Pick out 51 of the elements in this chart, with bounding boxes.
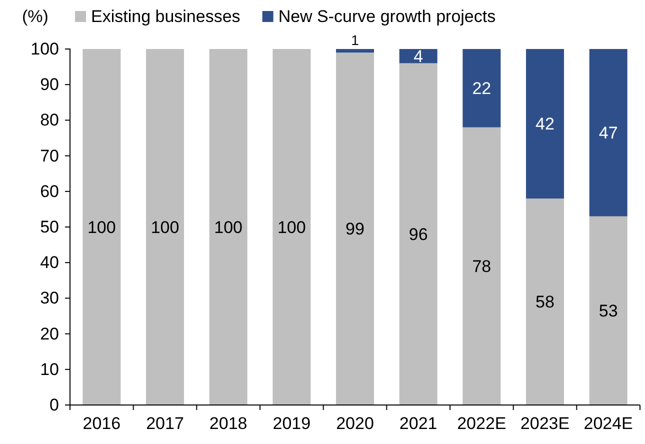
data-label: 47 bbox=[598, 124, 618, 143]
y-tick-label: 30 bbox=[40, 288, 59, 308]
y-tick-label: 60 bbox=[40, 182, 59, 201]
data-label: 96 bbox=[408, 225, 428, 244]
bar bbox=[462, 49, 501, 128]
data-label: 99 bbox=[346, 220, 364, 239]
data-label: 100 bbox=[87, 218, 116, 237]
data-label: 100 bbox=[214, 218, 243, 237]
bar bbox=[462, 127, 501, 405]
y-tick-label: 80 bbox=[40, 110, 59, 130]
bar bbox=[272, 49, 311, 405]
bar bbox=[526, 49, 564, 199]
legend-label: New S-curve growth projects bbox=[278, 7, 496, 26]
y-tick-label: 90 bbox=[40, 75, 59, 94]
y-tick-label: 10 bbox=[40, 360, 59, 379]
data-label: 1 bbox=[351, 32, 360, 48]
y-tick-label: 40 bbox=[40, 253, 59, 272]
x-tick-label: 2016 bbox=[82, 414, 121, 433]
data-label: 22 bbox=[472, 79, 492, 98]
bar bbox=[146, 49, 184, 405]
x-tick-label: 2023E bbox=[520, 414, 570, 433]
y-tick-label: 0 bbox=[50, 395, 59, 414]
x-tick-label: 2019 bbox=[272, 414, 311, 433]
x-tick-label: 2017 bbox=[146, 414, 184, 433]
data-label: 4 bbox=[414, 47, 424, 66]
x-tick-label: 2018 bbox=[209, 414, 248, 433]
y-tick-label: 50 bbox=[40, 217, 59, 236]
bar bbox=[589, 49, 628, 216]
bar bbox=[336, 52, 374, 405]
y-tick-label: 20 bbox=[40, 324, 59, 344]
x-tick-label: 2024E bbox=[584, 414, 633, 433]
bar bbox=[526, 198, 564, 405]
bar bbox=[82, 49, 121, 405]
bar bbox=[399, 49, 438, 64]
data-label: 53 bbox=[598, 302, 618, 321]
bar bbox=[336, 49, 374, 53]
y-tick-label: 100 bbox=[30, 39, 59, 58]
y-axis-title: (%) bbox=[22, 7, 48, 26]
data-label: 100 bbox=[277, 218, 306, 237]
bar bbox=[399, 63, 438, 405]
data-label: 58 bbox=[536, 292, 554, 312]
x-tick-label: 2022E bbox=[457, 414, 506, 433]
data-label: 78 bbox=[472, 257, 492, 276]
legend-label: Existing businesses bbox=[91, 7, 240, 26]
data-label: 42 bbox=[536, 114, 554, 134]
x-tick-label: 2021 bbox=[399, 414, 438, 433]
bar bbox=[209, 49, 248, 405]
bar bbox=[589, 216, 628, 405]
data-label: 100 bbox=[150, 218, 180, 237]
y-tick-label: 70 bbox=[40, 146, 59, 166]
x-tick-label: 2020 bbox=[336, 414, 374, 433]
